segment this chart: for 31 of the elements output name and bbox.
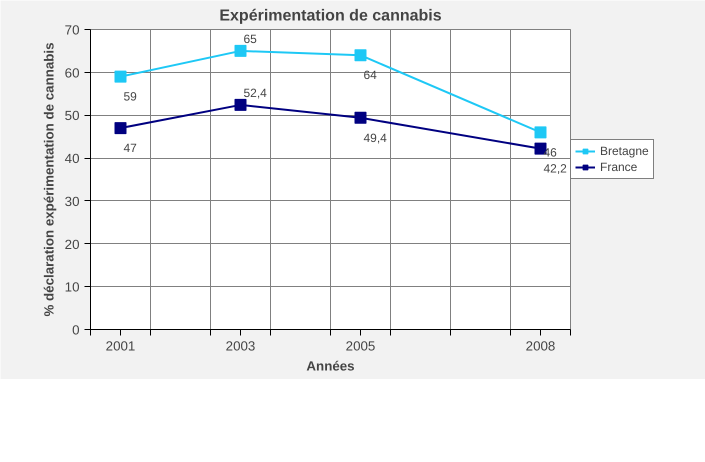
y-tick-label: 10 <box>64 280 80 295</box>
data-label: 65 <box>244 32 258 46</box>
x-tick-label: 2003 <box>226 338 256 354</box>
data-label: 42,2 <box>544 162 568 176</box>
x-tick-label: 2008 <box>526 338 556 354</box>
point <box>354 49 366 62</box>
data-label: 49,4 <box>364 130 388 145</box>
legend-label: France <box>600 160 638 174</box>
y-axis-title: % déclaration expérimentation de cannabis <box>42 42 57 317</box>
data-label: 59 <box>124 90 138 104</box>
chart-title: Expérimentation de cannabis <box>219 8 442 24</box>
y-tick-label: 20 <box>64 236 80 252</box>
y-tick-label: 30 <box>64 194 80 209</box>
x-axis-title: Années <box>306 358 355 374</box>
point <box>114 70 126 83</box>
y-tick-label: 40 <box>64 151 80 166</box>
x-tick-label: 2005 <box>346 338 376 354</box>
legend-label: Bretagne <box>600 144 649 158</box>
point <box>234 44 246 57</box>
point <box>354 112 366 124</box>
y-tick-label: 70 <box>64 22 80 38</box>
y-tick-label: 50 <box>64 108 80 124</box>
x-tick-label: 2001 <box>106 338 136 354</box>
point <box>534 126 546 138</box>
data-label: 52,4 <box>244 86 268 100</box>
y-tick-label: 60 <box>64 65 80 80</box>
point <box>234 98 246 111</box>
y-tick-label: 0 <box>72 322 80 338</box>
data-label: 47 <box>124 141 138 156</box>
point <box>114 122 126 134</box>
data-label: 46 <box>544 145 558 160</box>
